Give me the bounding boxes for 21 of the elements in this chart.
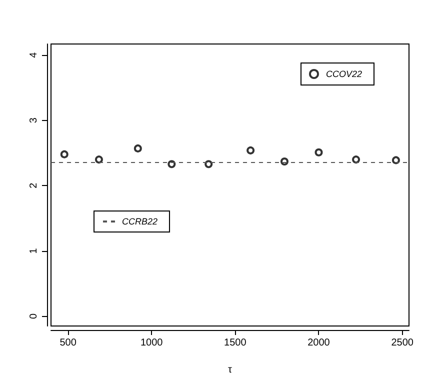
x-tick-label: 2000: [308, 338, 330, 348]
x-tick-label: 1500: [224, 338, 247, 348]
point: [314, 148, 323, 156]
point: [204, 160, 213, 168]
legend-label: CCOV22: [326, 69, 362, 79]
y-tick-label: 0: [28, 312, 40, 319]
x-tick-label: 2500: [391, 338, 414, 348]
point: [352, 156, 360, 164]
x-tick-label: 1000: [140, 338, 164, 348]
point: [134, 144, 142, 152]
y-tick-label: 2: [28, 182, 40, 188]
point: [392, 156, 400, 164]
x-tick-label: 500: [60, 338, 77, 348]
y-tick-label: 3: [28, 117, 40, 124]
y-tick-label: 1: [28, 248, 40, 254]
x-axis-title: τ: [228, 364, 232, 376]
y-tick-label: 4: [28, 52, 40, 58]
point: [246, 146, 255, 154]
point: [94, 156, 103, 164]
legend-label: CCRB22: [122, 216, 158, 226]
point: [60, 150, 68, 158]
